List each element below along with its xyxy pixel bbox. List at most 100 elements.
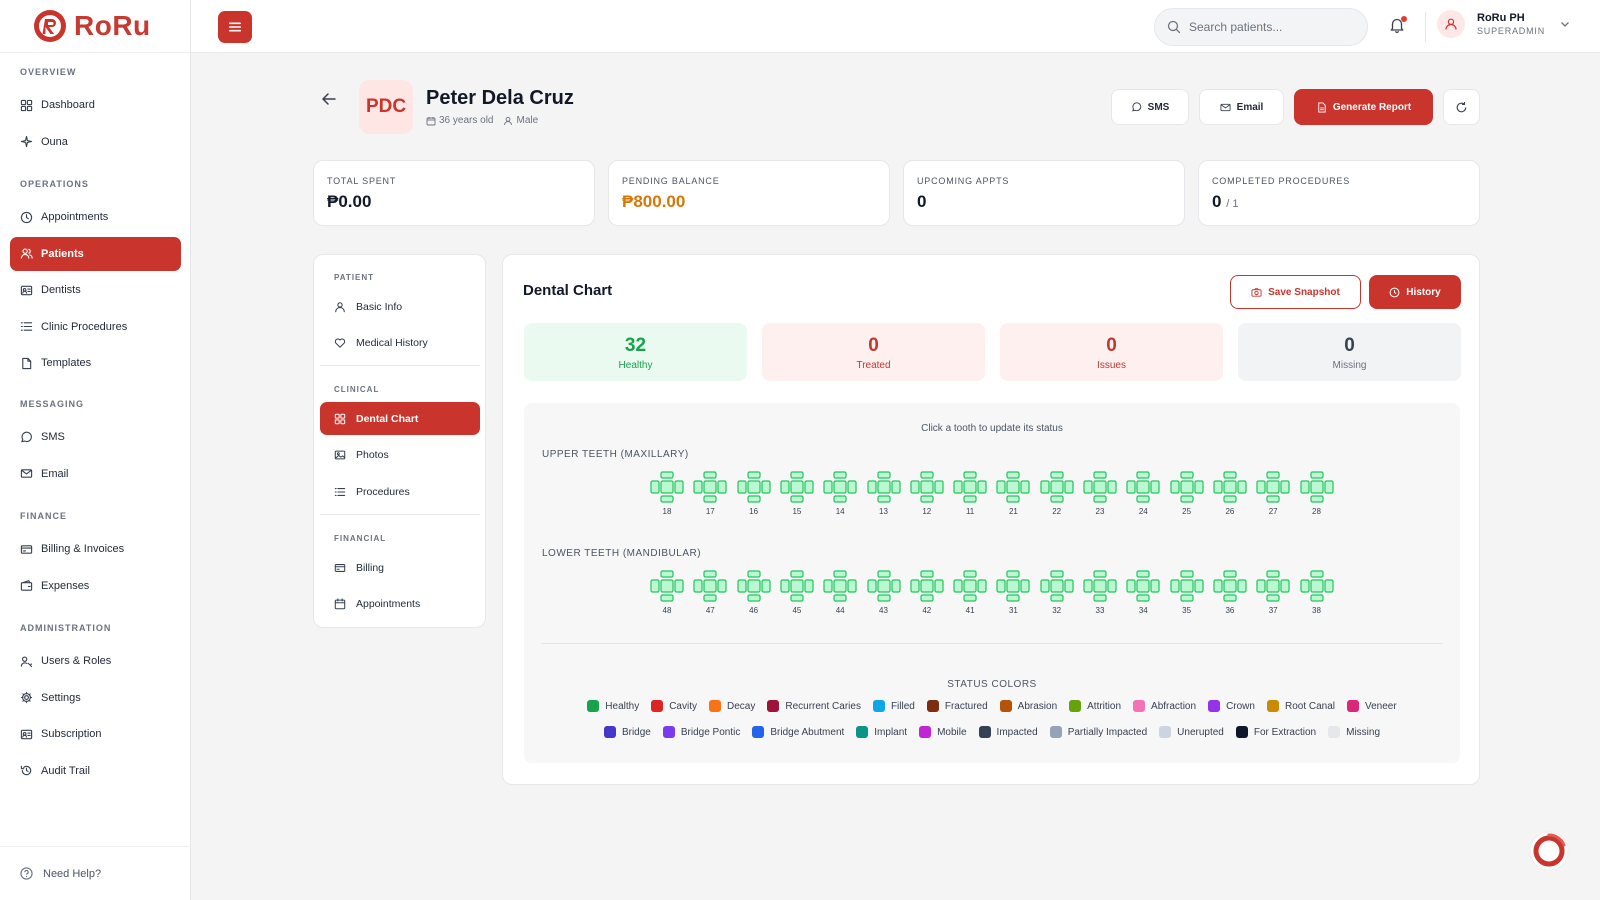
- tooth-32[interactable]: 32: [1040, 570, 1074, 622]
- tooth-31[interactable]: 31: [996, 570, 1030, 622]
- generate-report-button[interactable]: Generate Report: [1294, 89, 1433, 125]
- sidebar-item-dentists[interactable]: Dentists: [10, 273, 181, 307]
- tooth-48[interactable]: 48: [650, 570, 684, 622]
- search-input[interactable]: [1189, 20, 1349, 34]
- sidebar-item-patients[interactable]: Patients: [10, 236, 181, 271]
- patient-menu-item-basic-info[interactable]: Basic Info: [320, 290, 480, 323]
- tooth-34[interactable]: 34: [1126, 570, 1160, 622]
- assistant-fab-icon[interactable]: [1528, 830, 1570, 872]
- tooth-21[interactable]: 21: [996, 471, 1030, 523]
- summary-label: Healthy: [618, 360, 653, 371]
- sidebar-item-expenses[interactable]: Expenses: [10, 569, 181, 603]
- tooth-17[interactable]: 17: [693, 471, 727, 523]
- tooth-number: 16: [749, 507, 759, 516]
- sms-button[interactable]: SMS: [1111, 89, 1189, 125]
- tooth-43[interactable]: 43: [866, 570, 901, 622]
- legend-item-impacted: Impacted: [978, 726, 1038, 738]
- patient-menu-item-appointments[interactable]: Appointments: [320, 588, 480, 621]
- legend-label: Bridge: [621, 726, 651, 738]
- tooth-12[interactable]: 12: [910, 471, 944, 523]
- wallet-icon: [20, 580, 33, 591]
- tooth-22[interactable]: 22: [1040, 471, 1074, 523]
- sidebar-item-clinic-procedures[interactable]: Clinic Procedures: [10, 310, 181, 344]
- tooth-16[interactable]: 16: [736, 471, 771, 523]
- patient-menu-item-dental-chart[interactable]: Dental Chart: [320, 402, 480, 435]
- patient-sex: Male: [516, 115, 539, 126]
- tooth-23[interactable]: 23: [1083, 471, 1117, 523]
- tooth-33[interactable]: 33: [1083, 570, 1117, 622]
- tooth-28[interactable]: 28: [1299, 471, 1334, 523]
- sidebar-item-sms[interactable]: SMS: [10, 420, 181, 454]
- sidebar-item-appointments[interactable]: Appointments: [10, 200, 181, 234]
- patient-menu-item-photos[interactable]: Photos: [320, 439, 480, 472]
- user-icon: [335, 301, 345, 312]
- email-button[interactable]: Email: [1199, 89, 1284, 125]
- user-menu[interactable]: RoRu PH SUPERADMIN: [1437, 10, 1571, 38]
- list-icon: [334, 487, 346, 496]
- lower-teeth-label: LOWER TEETH (MANDIBULAR): [542, 548, 702, 559]
- menu-toggle-button[interactable]: [218, 11, 252, 43]
- chart-divider: [542, 643, 1442, 644]
- tooth-number: 36: [1225, 606, 1235, 615]
- tooth-11[interactable]: 11: [953, 471, 987, 523]
- sidebar-item-settings[interactable]: Settings: [10, 681, 181, 715]
- sidebar-item-subscription[interactable]: Subscription: [10, 717, 181, 751]
- tooth-number: 35: [1182, 606, 1192, 615]
- tooth-25[interactable]: 25: [1169, 471, 1204, 523]
- brand[interactable]: RoRu: [0, 0, 190, 53]
- history-button[interactable]: History: [1369, 275, 1461, 309]
- generate-report-label: Generate Report: [1332, 101, 1412, 113]
- tooth-38[interactable]: 38: [1299, 570, 1334, 622]
- tooth-35[interactable]: 35: [1169, 570, 1204, 622]
- tooth-46[interactable]: 46: [736, 570, 771, 622]
- tooth-15[interactable]: 15: [780, 471, 814, 523]
- sidebar-item-audit-trail[interactable]: Audit Trail: [10, 754, 181, 788]
- legend-item-cavity: Cavity: [651, 700, 697, 712]
- need-help-link[interactable]: Need Help?: [0, 846, 191, 900]
- sidebar-item-dashboard[interactable]: Dashboard: [10, 88, 181, 122]
- summary-count: 0: [1106, 335, 1117, 356]
- legend-item-crown: Crown: [1208, 700, 1255, 712]
- save-snapshot-button[interactable]: Save Snapshot: [1230, 275, 1361, 309]
- tooth-41[interactable]: 41: [953, 570, 987, 622]
- nav-section-finance: FINANCE: [20, 511, 67, 521]
- patient-menu-item-billing[interactable]: Billing: [320, 551, 480, 584]
- patient-menu-item-medical-history[interactable]: Medical History: [320, 327, 480, 360]
- tooth-number: 18: [662, 507, 672, 516]
- tooth-26[interactable]: 26: [1213, 471, 1247, 523]
- tooth-number: 15: [792, 507, 802, 516]
- sidebar-item-templates[interactable]: Templates: [10, 346, 181, 380]
- tooth-47[interactable]: 47: [693, 570, 727, 622]
- tooth-37[interactable]: 37: [1256, 570, 1290, 622]
- summary-card-missing: 0 Missing: [1238, 323, 1461, 381]
- sidebar-item-users-and-roles[interactable]: Users & Roles: [10, 644, 181, 678]
- sidebar-item-label: Appointments: [41, 211, 109, 223]
- tooth-icon: [736, 570, 771, 602]
- tooth-13[interactable]: 13: [866, 471, 901, 523]
- tooth-number: 48: [662, 606, 672, 615]
- sidebar-item-label: SMS: [41, 431, 65, 443]
- back-arrow-icon[interactable]: [320, 90, 338, 108]
- stat-card-completed-procedures: COMPLETED PROCEDURES 0 / 1: [1198, 160, 1480, 226]
- notifications-button[interactable]: [1388, 16, 1408, 36]
- tooth-24[interactable]: 24: [1126, 471, 1160, 523]
- refresh-button[interactable]: [1443, 89, 1480, 125]
- legend-swatch: [872, 700, 885, 712]
- tooth-45[interactable]: 45: [780, 570, 814, 622]
- tooth-44[interactable]: 44: [823, 570, 857, 622]
- patient-menu-item-label: Basic Info: [356, 300, 403, 313]
- tooth-18[interactable]: 18: [650, 471, 684, 523]
- chart-hint: Click a tooth to update its status: [921, 423, 1063, 434]
- tooth-42[interactable]: 42: [910, 570, 944, 622]
- sidebar-item-email[interactable]: Email: [10, 457, 181, 491]
- tooth-icon: [650, 471, 684, 503]
- legend-swatch: [1266, 700, 1279, 712]
- summary-label: Missing: [1332, 360, 1367, 371]
- sidebar-item-billing-and-invoices[interactable]: Billing & Invoices: [10, 532, 181, 566]
- tooth-27[interactable]: 27: [1256, 471, 1290, 523]
- tooth-36[interactable]: 36: [1213, 570, 1247, 622]
- patient-menu-item-procedures[interactable]: Procedures: [320, 475, 480, 508]
- sidebar-item-ouna[interactable]: Ouna: [10, 125, 181, 159]
- tooth-14[interactable]: 14: [823, 471, 857, 523]
- legend-swatch: [999, 700, 1012, 712]
